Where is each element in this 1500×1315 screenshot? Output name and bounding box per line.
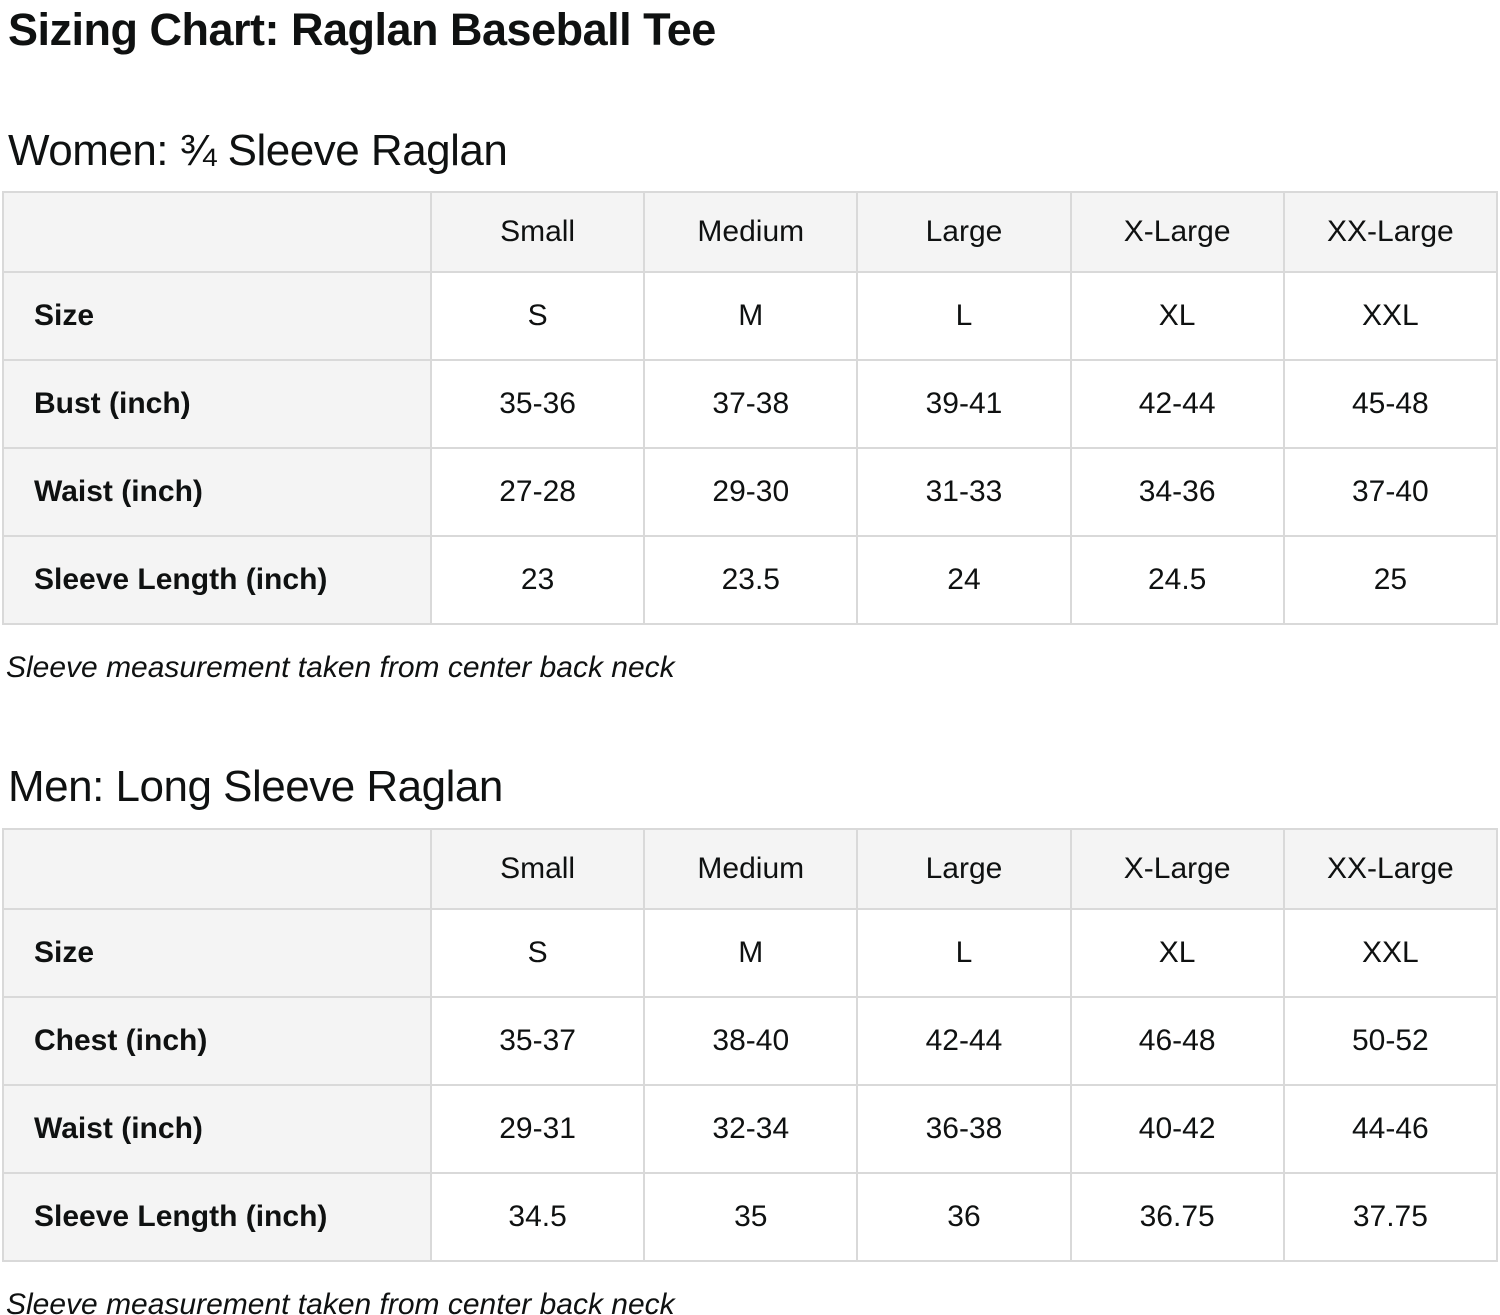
women-sleeve-row: Sleeve Length (inch) 23 23.5 24 24.5 25 [2, 535, 1499, 626]
table-cell: 42-44 [1069, 359, 1285, 450]
table-cell: 39-41 [856, 359, 1072, 450]
table-cell: 23.5 [643, 535, 859, 626]
men-chest-row: Chest (inch) 35-37 38-40 42-44 46-48 50-… [2, 995, 1499, 1086]
table-cell: 24.5 [1069, 535, 1285, 626]
table-cell: 35-37 [429, 995, 646, 1086]
row-label-bust: Bust (inch) [2, 359, 432, 450]
women-section: Women: ¾ Sleeve Raglan Small Medium Larg… [0, 125, 1500, 685]
table-cell: 34.5 [429, 1171, 646, 1262]
row-label-size: Size [2, 271, 432, 362]
table-cell: S [429, 907, 646, 998]
table-cell: 37.75 [1282, 1171, 1499, 1262]
sizing-chart-page: Sizing Chart: Raglan Baseball Tee Women:… [0, 4, 1500, 1315]
row-label-waist: Waist (inch) [2, 447, 432, 538]
men-sizing-table: Small Medium Large X-Large XX-Large Size… [2, 827, 1499, 1262]
table-cell: XXL [1282, 271, 1499, 362]
table-cell: 46-48 [1069, 995, 1285, 1086]
women-section-heading: Women: ¾ Sleeve Raglan [8, 125, 508, 175]
men-size-row: Size S M L XL XXL [2, 907, 1499, 998]
table-cell: XL [1069, 907, 1285, 998]
women-sleeve-note: Sleeve measurement taken from center bac… [6, 651, 675, 685]
row-label-size: Size [2, 907, 432, 998]
table-cell: L [856, 907, 1072, 998]
table-cell: 32-34 [643, 1083, 859, 1174]
column-header-large: Large [856, 191, 1072, 274]
table-cell: S [429, 271, 646, 362]
men-sleeve-row: Sleeve Length (inch) 34.5 35 36 36.75 37… [2, 1171, 1499, 1262]
table-cell: 35-36 [429, 359, 646, 450]
column-header-xlarge: X-Large [1069, 827, 1285, 910]
women-size-row: Size S M L XL XXL [2, 271, 1499, 362]
table-cell: 45-48 [1282, 359, 1499, 450]
row-label-waist: Waist (inch) [2, 1083, 432, 1174]
women-bust-row: Bust (inch) 35-36 37-38 39-41 42-44 45-4… [2, 359, 1499, 450]
table-cell: 38-40 [643, 995, 859, 1086]
column-header-small: Small [429, 827, 646, 910]
table-cell: 50-52 [1282, 995, 1499, 1086]
women-sizing-table: Small Medium Large X-Large XX-Large Size… [2, 191, 1499, 626]
table-cell: 37-40 [1282, 447, 1499, 538]
table-cell: 23 [429, 535, 646, 626]
column-header-medium: Medium [643, 827, 859, 910]
corner-cell [2, 191, 432, 274]
table-cell: 44-46 [1282, 1083, 1499, 1174]
table-cell: 29-31 [429, 1083, 646, 1174]
column-header-xlarge: X-Large [1069, 191, 1285, 274]
table-cell: 24 [856, 535, 1072, 626]
table-cell: M [643, 271, 859, 362]
men-waist-row: Waist (inch) 29-31 32-34 36-38 40-42 44-… [2, 1083, 1499, 1174]
men-section: Men: Long Sleeve Raglan Small Medium Lar… [0, 762, 1500, 1315]
women-header-row: Small Medium Large X-Large XX-Large [2, 191, 1499, 274]
page-title: Sizing Chart: Raglan Baseball Tee [8, 4, 716, 55]
table-cell: L [856, 271, 1072, 362]
column-header-medium: Medium [643, 191, 859, 274]
table-cell: 37-38 [643, 359, 859, 450]
table-cell: 35 [643, 1171, 859, 1262]
men-section-heading: Men: Long Sleeve Raglan [8, 762, 503, 812]
column-header-xxlarge: XX-Large [1282, 827, 1499, 910]
table-cell: 40-42 [1069, 1083, 1285, 1174]
table-cell: 36-38 [856, 1083, 1072, 1174]
row-label-sleeve-length: Sleeve Length (inch) [2, 535, 432, 626]
table-cell: M [643, 907, 859, 998]
table-cell: 36 [856, 1171, 1072, 1262]
row-label-chest: Chest (inch) [2, 995, 432, 1086]
men-header-row: Small Medium Large X-Large XX-Large [2, 827, 1499, 910]
row-label-sleeve-length: Sleeve Length (inch) [2, 1171, 432, 1262]
table-cell: 27-28 [429, 447, 646, 538]
table-cell: 29-30 [643, 447, 859, 538]
table-cell: 36.75 [1069, 1171, 1285, 1262]
column-header-xxlarge: XX-Large [1282, 191, 1499, 274]
corner-cell [2, 827, 432, 910]
table-cell: 42-44 [856, 995, 1072, 1086]
column-header-small: Small [429, 191, 646, 274]
table-cell: 34-36 [1069, 447, 1285, 538]
women-waist-row: Waist (inch) 27-28 29-30 31-33 34-36 37-… [2, 447, 1499, 538]
column-header-large: Large [856, 827, 1072, 910]
table-cell: XL [1069, 271, 1285, 362]
table-cell: 31-33 [856, 447, 1072, 538]
table-cell: XXL [1282, 907, 1499, 998]
men-sleeve-note: Sleeve measurement taken from center bac… [6, 1287, 675, 1315]
table-cell: 25 [1282, 535, 1499, 626]
